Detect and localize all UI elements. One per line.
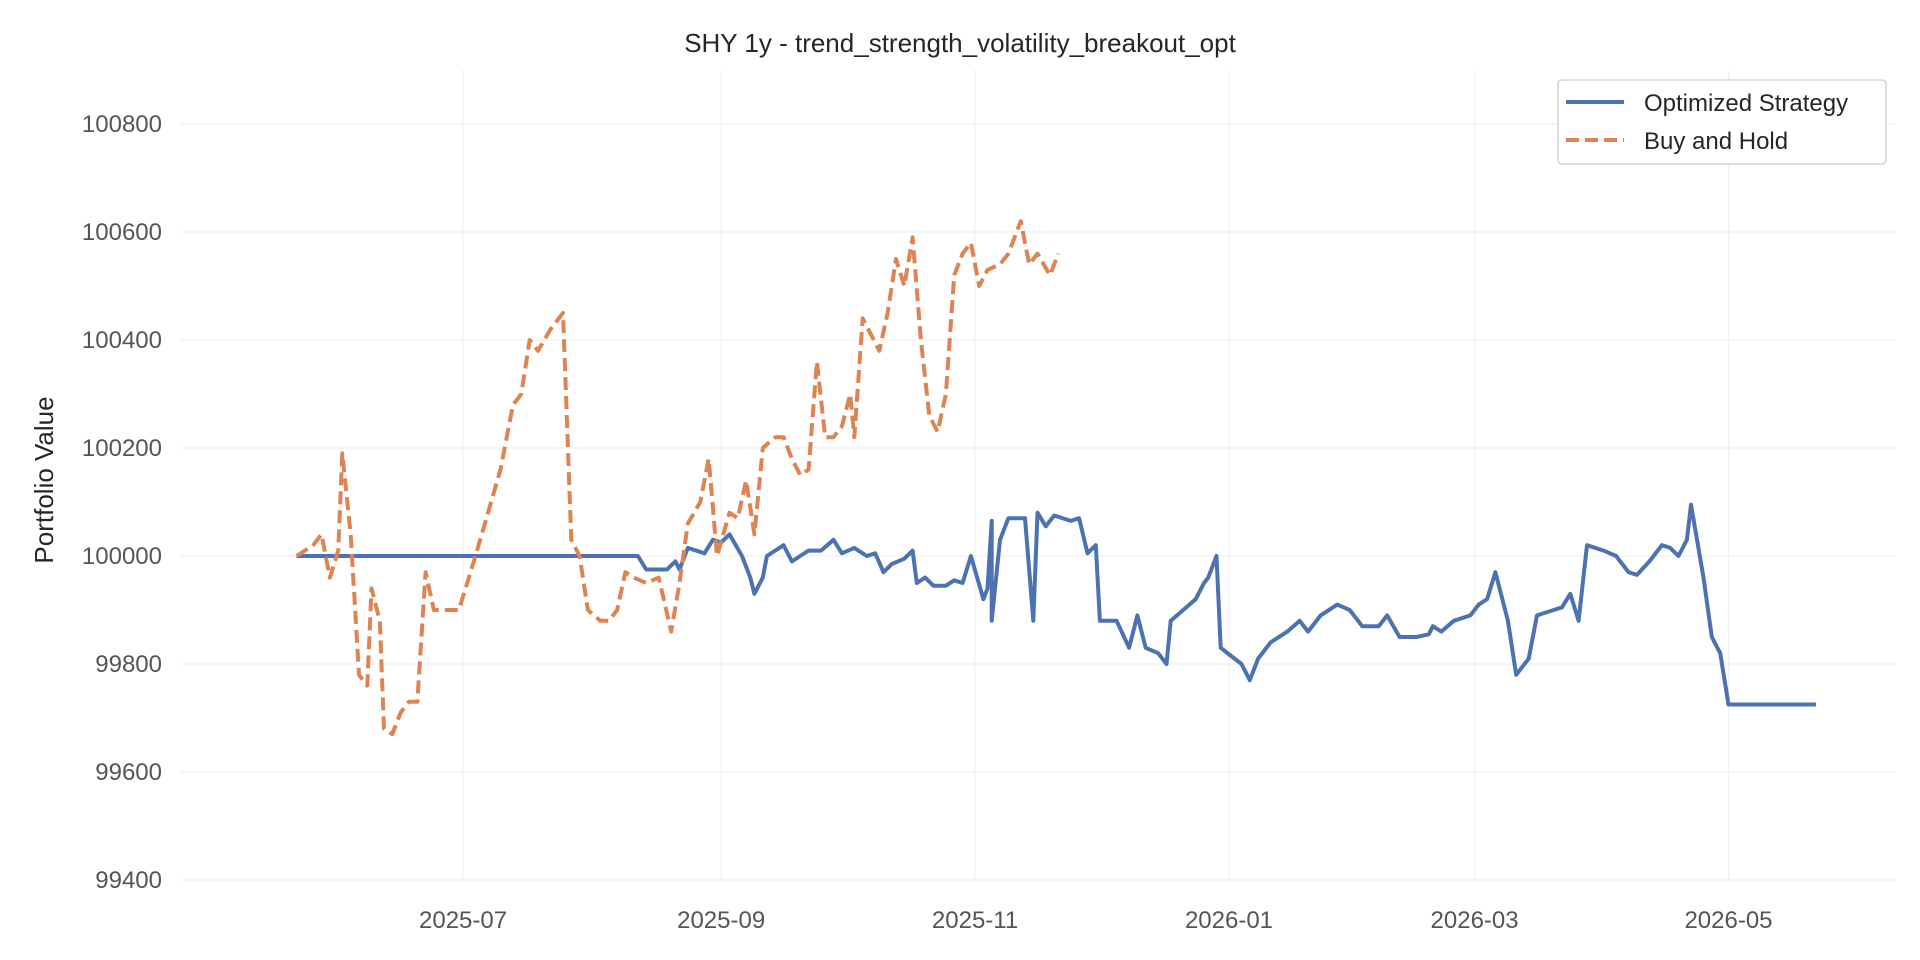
y-tick-label: 100000 [82,543,162,570]
y-tick-label: 100800 [82,111,162,138]
grid [180,70,1895,881]
legend-box [1557,79,1887,165]
y-tick-label: 100200 [82,435,162,462]
series-line-buy-and-hold [295,219,1061,737]
series-lines [295,219,1816,737]
y-tick-label: 99800 [95,651,162,678]
y-tick-label: 99600 [95,759,162,786]
x-tick-label: 2026-01 [1185,907,1273,934]
x-tick-label: 2025-07 [419,907,507,934]
y-axis-label: Portfolio Value [29,396,59,563]
chart-title: SHY 1y - trend_strength_volatility_break… [684,28,1236,58]
y-tick-label: 99400 [95,867,162,894]
legend: Optimized Strategy Buy and Hold [1557,79,1887,165]
y-tick-labels: 99400 99600 99800 100000 100200 100400 100600 1… [82,111,162,894]
x-tick-label: 2026-05 [1684,907,1772,934]
x-tick-label: 2025-11 [932,907,1018,934]
series-line-optimized-strategy [296,502,1816,707]
y-tick-label: 100600 [82,219,162,246]
legend-label-optimized: Optimized Strategy [1644,90,1848,117]
x-tick-labels: 2025-07 2025-09 2025-11 2026-01 2026-03 2026-… [419,907,1773,934]
x-tick-label: 2025-09 [677,907,765,934]
x-tick-label: 2026-03 [1431,907,1519,934]
y-tick-label: 100400 [82,327,162,354]
legend-label-buyhold: Buy and Hold [1644,128,1788,155]
